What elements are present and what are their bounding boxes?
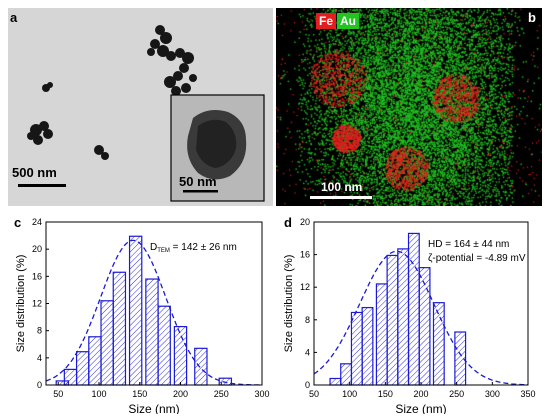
eds-map-panel: Fe Au b 100 nm [276,8,542,206]
x-tick-label: 50 [309,389,319,399]
x-tick-label: 300 [254,389,269,399]
histogram-bar [157,305,171,386]
y-tick-label: 4 [37,353,42,363]
histogram-bar [173,325,188,386]
x-tick-label: 150 [378,389,393,399]
panel-label-d: d [284,215,292,230]
gaussian-fit-line [313,250,528,386]
nanoparticle-single [94,145,109,160]
panel-label-a: a [10,10,18,25]
annotation-line: HD = 164 ± 44 nm [428,239,509,250]
y-tick-label: 16 [32,271,42,281]
nanoparticle-small [42,82,53,92]
map-scale-bar-label: 100 nm [321,180,363,194]
annotation-line: ζ-potential = -4.89 mV [428,253,526,264]
x-tick-label: 150 [132,389,147,399]
x-axis-label: Size (nm) [395,402,446,414]
nanoparticle-aggregate [147,25,197,96]
histogram-bar [397,248,410,386]
x-axis-label: Size (nm) [128,402,179,414]
size-histogram-tem: 50 100 150 200 250 300 0 4 8 12 16 20 24 Size (nm) Siz… [0,212,272,416]
y-tick-label: 0 [37,380,42,390]
y-axis-label: Size distribution (%) [283,255,295,353]
histogram-bar [361,306,374,386]
histogram-bar [329,377,342,386]
map-scale-bar [310,196,372,199]
histogram-bar [63,368,78,386]
y-tick-label: 20 [32,244,42,254]
inset-scale-bar [183,190,218,193]
inset-scale-bar-label: 50 nm [179,174,217,189]
histogram-bar [194,347,208,386]
x-tick-label: 100 [342,389,357,399]
inset-image [170,94,265,202]
x-tick-label: 200 [173,389,188,399]
y-axis-label: Size distribution (%) [15,255,27,353]
annotation-dtem: DTEM = 142 ± 26 nm [150,242,237,254]
histogram-bar [88,336,102,386]
y-tick-label: 8 [37,326,42,336]
legend-fe: Fe [316,13,337,29]
size-histogram-hd: 50 100 150 200 250 300 350 0 4 8 12 16 20 Size (nm) Si… [276,212,550,416]
gaussian-fit-line [45,239,262,386]
x-tick-label: 200 [413,389,428,399]
x-tick-label: 100 [91,389,106,399]
y-tick-label: 12 [32,299,42,309]
histogram-bar [407,232,420,386]
y-tick-label: 16 [300,250,310,260]
y-tick-label: 0 [305,380,310,390]
chart-c: 50 100 150 200 250 300 0 4 8 12 16 20 24 Size (nm) Siz… [15,217,270,416]
legend-au: Au [337,13,359,29]
x-tick-label: 50 [53,389,63,399]
y-tick-label: 24 [32,217,42,227]
x-tick-label: 350 [520,389,535,399]
panel-label-c: c [14,215,22,230]
histogram-bar [112,271,127,386]
histogram-bar [375,283,388,386]
chart-d: 50 100 150 200 250 300 350 0 4 8 12 16 20 Size (nm) Si… [283,217,536,416]
histogram-bar [386,254,399,386]
x-tick-label: 250 [214,389,229,399]
histogram-bar [340,363,353,386]
histogram-bar [432,302,445,386]
tem-image-panel: a 500 nm 50 nm [8,8,273,206]
eds-map [276,8,542,206]
histogram-bar [145,278,159,386]
scale-bar-label: 500 nm [12,165,57,180]
histogram-bar [128,235,143,386]
histogram-bar [75,351,90,386]
y-tick-label: 8 [305,315,310,325]
x-tick-label: 250 [449,389,464,399]
x-tick-label: 300 [485,389,500,399]
histogram-bar [350,311,363,386]
y-tick-label: 12 [300,282,310,292]
tem-image [8,8,273,206]
y-tick-label: 4 [305,347,310,357]
panel-label-b: b [528,10,536,25]
nanoparticle-cluster-left [27,121,53,145]
histogram-bar [100,300,114,386]
y-tick-label: 20 [300,217,310,227]
scale-bar [18,184,66,187]
